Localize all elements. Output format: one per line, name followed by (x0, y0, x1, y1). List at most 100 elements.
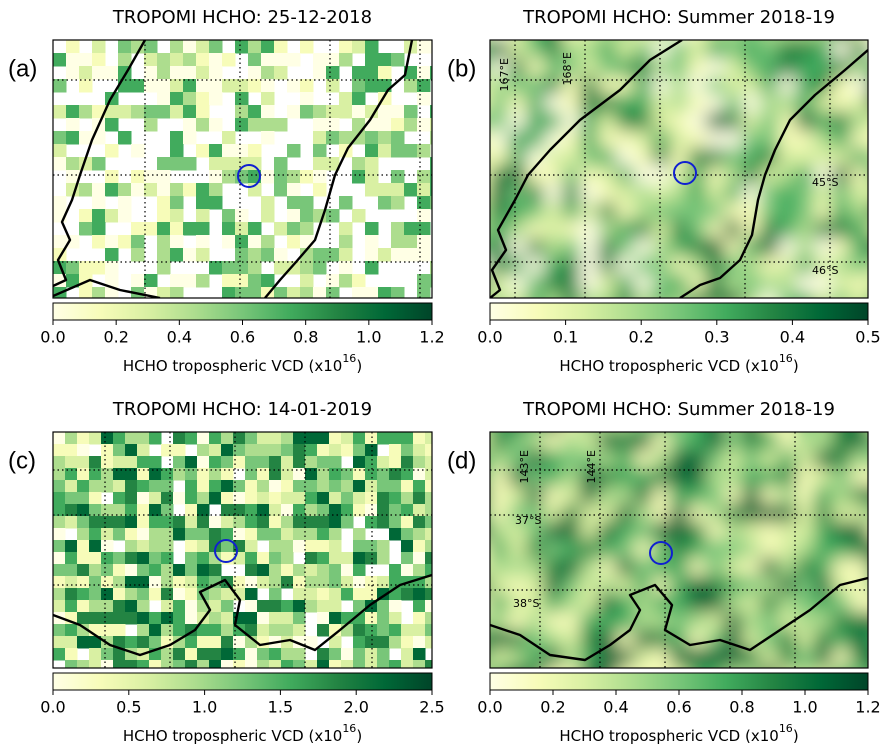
texture-cell (235, 40, 249, 54)
texture-cell (814, 292, 833, 298)
texture-cell (313, 170, 327, 184)
texture-cell (305, 660, 318, 668)
texture-cell (293, 624, 306, 637)
map-texture (490, 432, 884, 668)
texture-cell (724, 238, 743, 257)
texture-cell (209, 636, 222, 649)
texture-cell (724, 202, 743, 221)
texture-cell (293, 648, 306, 661)
grid-label: 46°S (812, 264, 838, 277)
texture-cell (508, 468, 527, 487)
texture-cell (598, 594, 617, 613)
texture-cell (339, 105, 353, 119)
texture-cell (413, 456, 426, 469)
colorbar-tick-label: 0.2 (628, 328, 653, 347)
texture-cell (233, 480, 246, 493)
texture-cell (670, 450, 689, 469)
texture-cell (53, 648, 66, 661)
texture-cell (131, 144, 145, 158)
texture-cell (352, 274, 366, 288)
texture-cell (670, 576, 689, 595)
texture-cell (269, 660, 282, 668)
texture-cell (92, 53, 106, 67)
texture-cell (185, 456, 198, 469)
texture-cell (616, 468, 635, 487)
texture-cell (389, 504, 402, 517)
texture-cell (125, 480, 138, 493)
texture-cell (144, 274, 158, 288)
colorbar-tick-label: 0.2 (103, 328, 128, 347)
texture-cell (222, 144, 236, 158)
texture-cell (131, 248, 145, 262)
texture-cell (161, 624, 174, 637)
texture-cell (149, 552, 162, 565)
texture-cell (850, 292, 868, 298)
texture-cell (209, 92, 223, 106)
texture-cell (598, 76, 617, 95)
texture-cell (652, 220, 671, 239)
texture-cell (850, 130, 868, 149)
texture-cell (778, 274, 797, 293)
texture-cell (144, 40, 158, 54)
texture-cell (197, 504, 210, 517)
texture-cell (868, 310, 884, 329)
texture-cell (490, 468, 509, 487)
texture-cell (353, 552, 366, 565)
texture-cell (65, 660, 78, 668)
texture-cell (173, 516, 186, 529)
texture-cell (598, 432, 617, 451)
texture-cell (544, 58, 563, 77)
texture-cell (443, 131, 457, 145)
texture-cell (670, 504, 689, 523)
texture-cell (616, 202, 635, 221)
texture-cell (598, 576, 617, 595)
texture-cell (832, 612, 851, 631)
texture-cell (544, 630, 563, 649)
texture-cell (185, 612, 198, 625)
texture-cell (65, 504, 78, 517)
texture-cell (437, 672, 450, 685)
texture-cell (113, 432, 126, 445)
texture-cell (221, 432, 234, 445)
site-marker (237, 164, 261, 188)
texture-cell (832, 594, 851, 613)
colorbar (52, 672, 433, 691)
texture-cell (670, 558, 689, 577)
texture-cell (868, 522, 884, 541)
texture-cell (562, 202, 581, 221)
texture-cell (329, 540, 342, 553)
texture-cell (378, 118, 392, 132)
texture-cell (490, 112, 509, 131)
texture-cell (137, 588, 150, 601)
colorbar-tick-label: 1.0 (792, 698, 817, 717)
texture-cell (544, 666, 563, 668)
texture-cell (125, 528, 138, 541)
texture-cell (526, 220, 545, 239)
texture-cell (688, 292, 707, 298)
texture-cell (183, 274, 197, 288)
texture-cell (170, 222, 184, 236)
texture-cell (724, 450, 743, 469)
texture-cell (490, 220, 491, 239)
texture-cell (118, 183, 132, 197)
texture-cell (378, 248, 392, 262)
texture-cell (209, 157, 223, 171)
texture-cell (233, 444, 246, 457)
texture-cell (317, 564, 330, 577)
texture-cell (173, 468, 186, 481)
texture-cell (149, 576, 162, 589)
texture-cell (544, 112, 563, 131)
texture-cell (157, 248, 171, 262)
texture-cell (404, 118, 418, 132)
texture-cell (329, 588, 342, 601)
texture-cell (391, 196, 405, 210)
texture-cell (105, 118, 119, 132)
texture-cell (778, 432, 797, 451)
texture-cell (149, 612, 162, 625)
texture-cell (562, 630, 581, 649)
label-text: HCHO tropospheric VCD (x10 (123, 357, 343, 375)
texture-cell (425, 492, 432, 505)
colorbar-tick-label: 0.0 (477, 328, 502, 347)
texture-cell (235, 118, 249, 132)
texture-cell (209, 118, 223, 132)
